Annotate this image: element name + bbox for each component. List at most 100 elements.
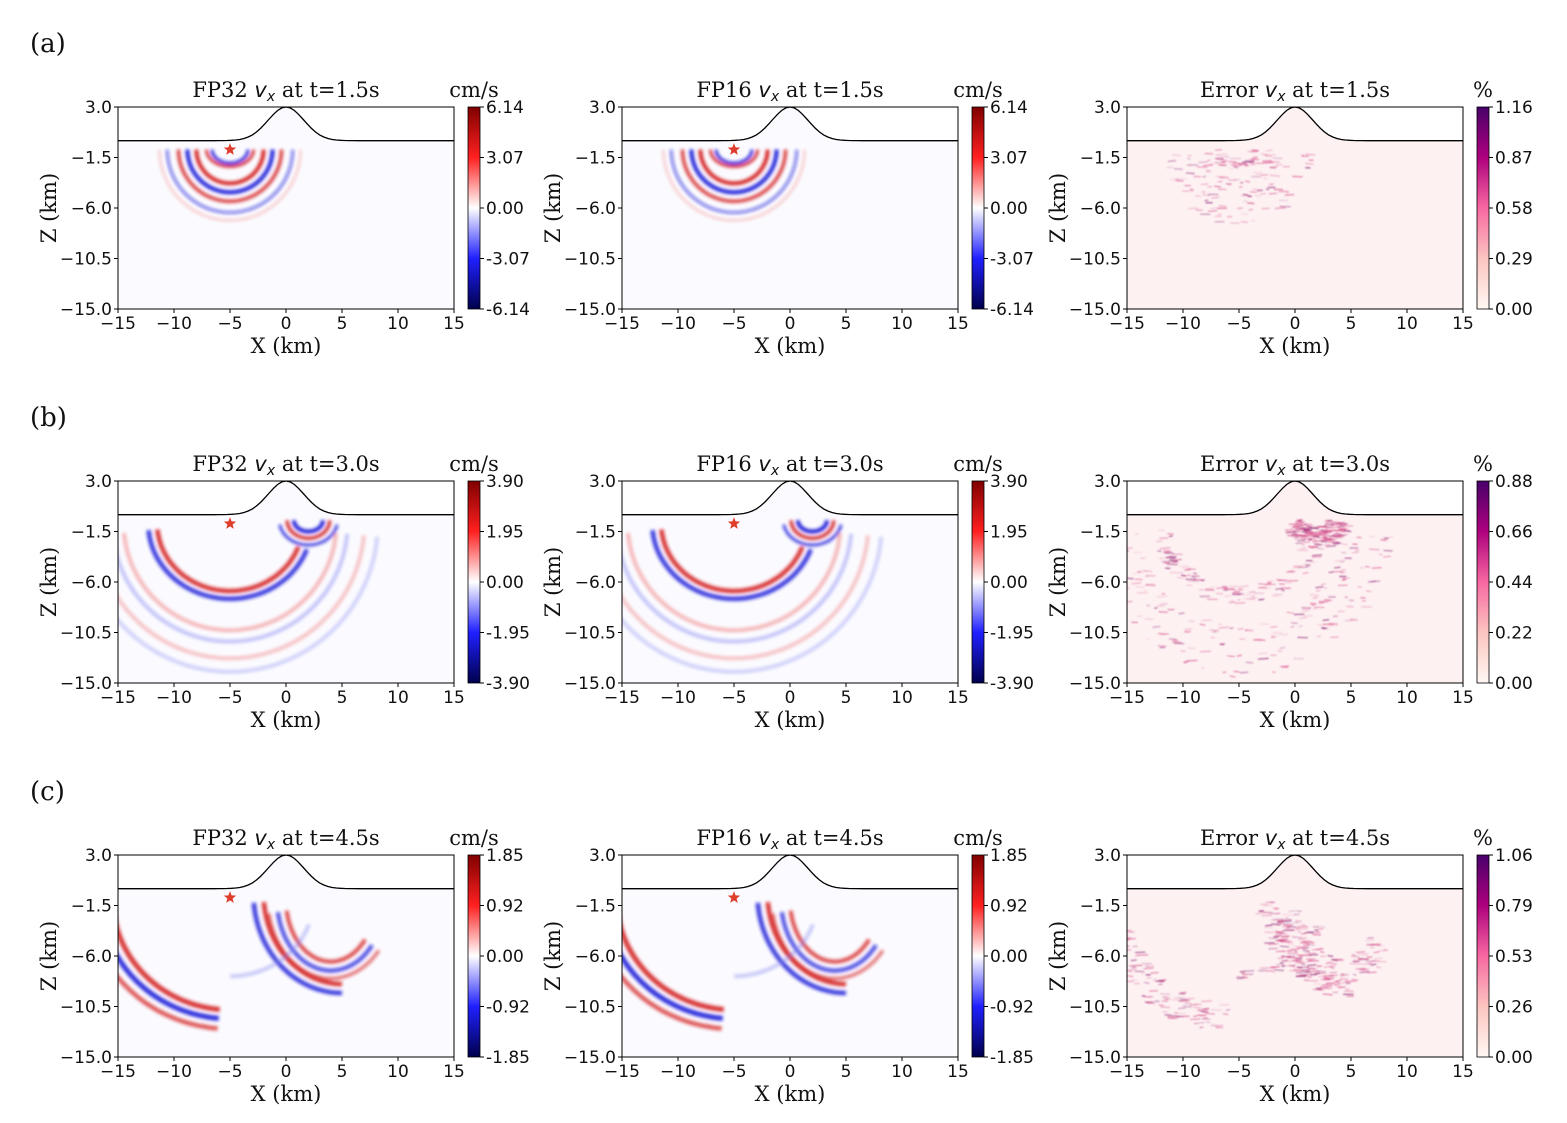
error-speckle [1341, 543, 1348, 546]
error-speckle [1248, 629, 1254, 632]
error-speckle [1374, 957, 1383, 960]
error-speckle [1278, 960, 1289, 963]
x-tick-label: 10 [1396, 314, 1418, 334]
y-tick-label: −1.5 [575, 149, 616, 169]
colorbar-tick-label: 1.95 [486, 523, 524, 543]
error-speckle [1135, 586, 1145, 588]
error-speckle [1300, 154, 1305, 157]
colorbar [467, 480, 481, 684]
x-tick-label: −15 [1109, 1062, 1145, 1082]
error-speckle [1287, 534, 1296, 537]
colorbar-unit: % [1473, 78, 1493, 102]
y-tick-label: −6.0 [575, 947, 616, 967]
error-speckle [1162, 997, 1171, 1000]
error-speckle [1273, 936, 1280, 938]
error-speckle [1325, 962, 1332, 965]
error-speckle [1131, 582, 1142, 585]
wavefront-6 [205, 149, 255, 169]
y-tick-label: −6.0 [71, 947, 112, 967]
error-speckle [1156, 595, 1168, 598]
x-axis-label: X (km) [251, 334, 322, 358]
x-tick-label: −5 [1226, 1062, 1251, 1082]
error-speckle [1309, 546, 1315, 549]
wavefront-6 [795, 520, 829, 534]
y-tick-label: 3.0 [1094, 472, 1121, 492]
colorbar-tick-label: 0.92 [486, 897, 524, 917]
colorbar-tick-label: -3.07 [990, 250, 1034, 270]
y-tick-label: −10.5 [60, 250, 112, 270]
wavefront-5 [714, 149, 754, 165]
error-speckle [1272, 157, 1283, 160]
error-speckle [1205, 1012, 1215, 1015]
error-speckle [1162, 1011, 1168, 1013]
error-speckle [1295, 920, 1302, 923]
error-speckle [1187, 647, 1196, 650]
error-speckle [1307, 545, 1319, 548]
error-speckle [1202, 194, 1211, 197]
error-speckle [1306, 525, 1312, 528]
error-speckle [1246, 202, 1255, 205]
y-tick-label: −6.0 [1080, 573, 1121, 593]
error-speckle [1242, 193, 1249, 196]
y-tick-label: −1.5 [575, 523, 616, 543]
air-mask [1127, 855, 1463, 889]
error-speckle [1166, 166, 1173, 169]
error-speckle [1102, 934, 1106, 935]
source-star [223, 517, 237, 529]
error-speckle [1299, 973, 1307, 976]
error-speckle [1295, 927, 1300, 930]
error-speckle [1176, 576, 1184, 579]
error-speckle [1309, 561, 1316, 564]
wavefront-8 [230, 923, 311, 979]
source-star [727, 517, 741, 529]
error-speckle [1310, 534, 1321, 537]
error-speckle [1300, 923, 1306, 927]
error-speckle [1158, 529, 1165, 532]
x-tick-label: 15 [947, 314, 969, 334]
error-speckle [1267, 582, 1271, 585]
error-speckle [1219, 164, 1226, 167]
error-speckle [1200, 183, 1209, 186]
x-tick-label: −10 [660, 688, 696, 708]
y-tick-label: −6.0 [1080, 199, 1121, 219]
error-speckle [1195, 195, 1201, 198]
error-speckle [1140, 557, 1146, 560]
wavefront-1 [689, 149, 779, 195]
x-tick-label: 5 [337, 688, 348, 708]
wavefront-3 [622, 533, 854, 644]
error-speckle [1178, 565, 1189, 568]
error-speckle [1305, 162, 1314, 165]
colorbar-tick-label: 3.90 [486, 472, 524, 492]
error-speckle [1341, 579, 1346, 581]
error-speckle [1150, 971, 1159, 974]
colorbar-tick-label: 0.29 [1495, 250, 1533, 270]
source-star [727, 143, 741, 155]
colorbar-tick-label: 0.44 [1495, 573, 1533, 593]
error-speckle [1282, 925, 1291, 928]
wavefront-4 [661, 149, 807, 222]
error-speckle [1111, 564, 1116, 565]
error-speckle [1352, 551, 1359, 554]
x-tick-label: 5 [337, 314, 348, 334]
colorbar-tick-label: 6.14 [990, 98, 1028, 118]
x-tick-label: −10 [1165, 1062, 1201, 1082]
wavefront-8 [278, 524, 339, 547]
error-speckle [1287, 952, 1298, 955]
row-label: (a) [30, 29, 66, 59]
error-speckle [1340, 521, 1345, 524]
error-speckle [1318, 928, 1324, 930]
error-speckle [1143, 967, 1154, 970]
wavefront-2 [176, 149, 284, 204]
x-tick-label: 0 [281, 1062, 292, 1082]
error-speckle [1291, 527, 1301, 529]
error-speckle [1296, 956, 1304, 959]
error-speckle [1272, 907, 1280, 910]
y-tick-label: −15.0 [564, 674, 616, 694]
error-speckle [1184, 568, 1191, 571]
colorbar-tick-label: 0.00 [990, 947, 1028, 967]
error-speckle [1290, 948, 1300, 951]
error-speckle [1301, 963, 1306, 966]
x-tick-label: −10 [660, 314, 696, 334]
error-speckle [1222, 585, 1228, 588]
error-speckle [1211, 196, 1220, 199]
